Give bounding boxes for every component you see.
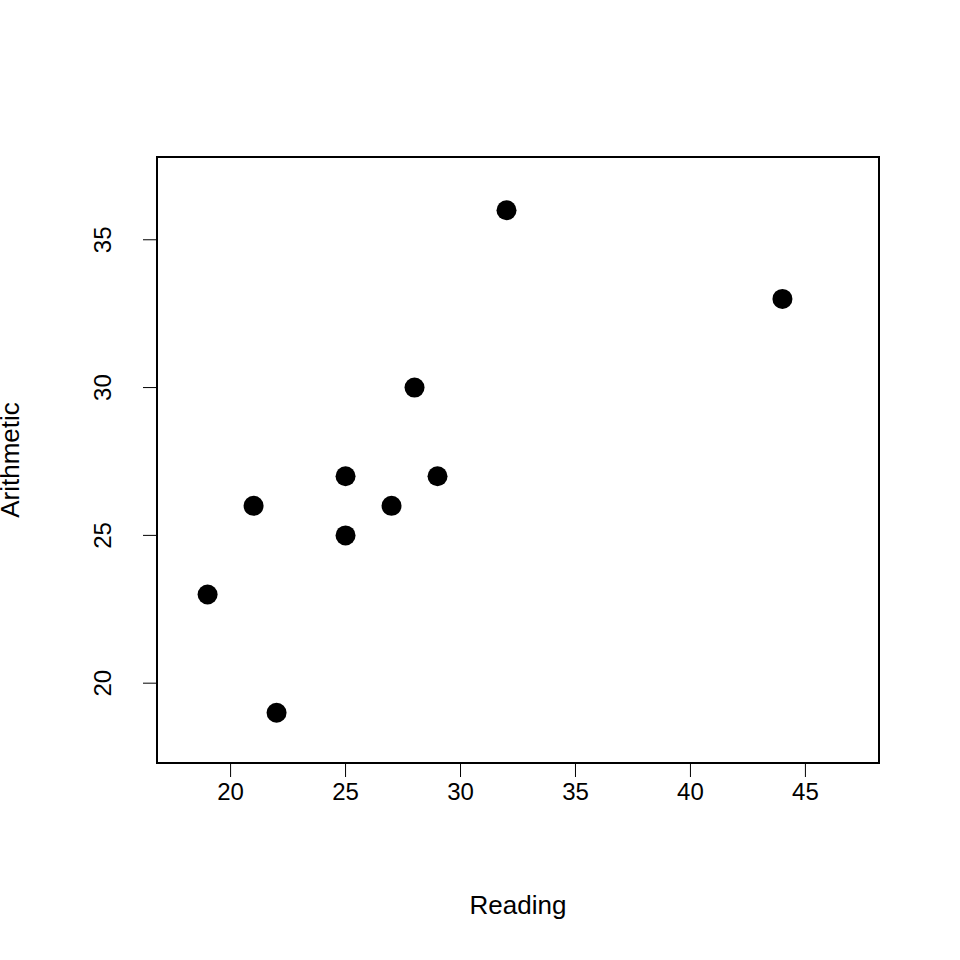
svg-text:40: 40 <box>677 778 704 805</box>
svg-text:30: 30 <box>89 374 116 401</box>
svg-text:Arithmetic: Arithmetic <box>8 402 25 518</box>
svg-text:45: 45 <box>792 778 819 805</box>
svg-text:25: 25 <box>89 522 116 549</box>
svg-text:35: 35 <box>562 778 589 805</box>
svg-text:20: 20 <box>217 778 244 805</box>
svg-text:35: 35 <box>89 226 116 253</box>
svg-text:20: 20 <box>89 670 116 697</box>
svg-text:Reading: Reading <box>470 890 567 920</box>
svg-text:30: 30 <box>447 778 474 805</box>
svg-text:25: 25 <box>332 778 359 805</box>
